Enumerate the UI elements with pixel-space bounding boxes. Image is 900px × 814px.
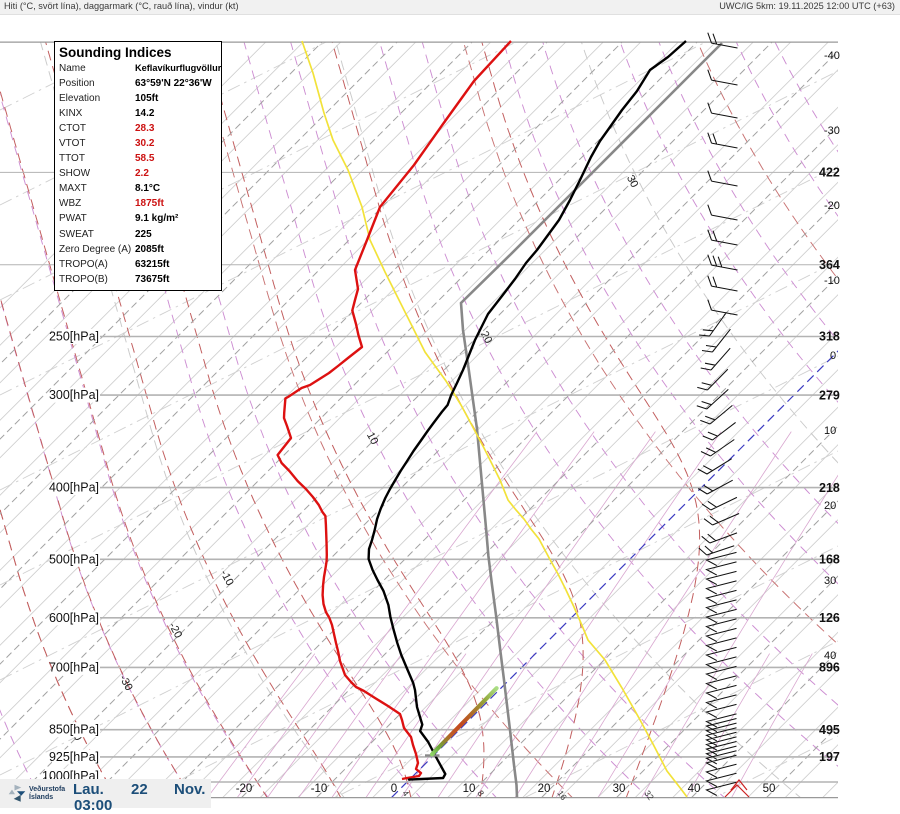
svg-text:50: 50	[763, 783, 776, 795]
svg-text:896: 896	[819, 661, 840, 675]
svg-text:40: 40	[688, 783, 701, 795]
svg-text:30: 30	[824, 575, 836, 587]
svg-text:10: 10	[824, 425, 836, 437]
svg-text:10: 10	[364, 430, 380, 446]
svg-text:500[hPa]: 500[hPa]	[49, 552, 99, 566]
svg-text:700[hPa]: 700[hPa]	[49, 660, 99, 674]
svg-text:4: 4	[400, 788, 411, 798]
svg-text:279: 279	[819, 388, 840, 402]
svg-text:20: 20	[538, 783, 551, 795]
svg-text:300[hPa]: 300[hPa]	[49, 388, 99, 402]
svg-text:126: 126	[819, 611, 840, 625]
svg-text:30: 30	[613, 783, 626, 795]
svg-text:168: 168	[819, 553, 840, 567]
svg-text:850[hPa]: 850[hPa]	[49, 723, 99, 737]
svg-text:20: 20	[478, 329, 494, 345]
svg-text:20: 20	[824, 500, 836, 512]
svg-text:8: 8	[475, 788, 486, 798]
svg-text:-10: -10	[218, 568, 236, 588]
svg-text:-40: -40	[824, 50, 840, 62]
svg-text:-10: -10	[311, 783, 328, 795]
svg-text:925[hPa]: 925[hPa]	[49, 750, 99, 764]
svg-text:30: 30	[624, 173, 640, 189]
svg-text:600[hPa]: 600[hPa]	[49, 611, 99, 625]
svg-text:495: 495	[819, 723, 840, 737]
svg-text:-20: -20	[166, 621, 184, 641]
svg-text:-20: -20	[824, 200, 840, 212]
svg-text:0: 0	[830, 350, 836, 362]
svg-text:422: 422	[819, 166, 840, 180]
svg-text:400[hPa]: 400[hPa]	[49, 481, 99, 495]
svg-text:318: 318	[819, 330, 840, 344]
svg-text:32: 32	[642, 788, 656, 802]
svg-text:364: 364	[819, 258, 840, 272]
svg-text:218: 218	[819, 481, 840, 495]
svg-text:-20: -20	[236, 783, 253, 795]
svg-text:250[hPa]: 250[hPa]	[49, 330, 99, 344]
svg-text:-10: -10	[824, 275, 840, 287]
svg-text:-30: -30	[824, 125, 840, 137]
svg-text:10: 10	[463, 783, 476, 795]
svg-text:0: 0	[391, 783, 397, 795]
svg-text:197: 197	[819, 750, 840, 764]
svg-text:40: 40	[824, 650, 836, 662]
